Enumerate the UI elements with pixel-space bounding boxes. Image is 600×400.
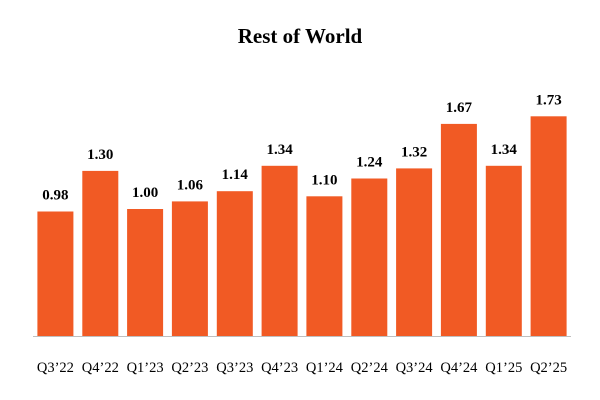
value-label-9: 1.67 bbox=[446, 100, 473, 116]
value-label-6: 1.10 bbox=[311, 172, 337, 188]
x-tick-label-2: Q1’23 bbox=[127, 360, 164, 376]
bar-5 bbox=[261, 165, 298, 336]
bars-group bbox=[37, 116, 567, 337]
bar-6 bbox=[306, 196, 343, 336]
value-label-5: 1.34 bbox=[266, 142, 293, 158]
bar-0 bbox=[37, 211, 74, 336]
x-tick-label-1: Q4’22 bbox=[82, 360, 119, 376]
value-label-7: 1.24 bbox=[356, 155, 383, 171]
x-tick-label-5: Q4’23 bbox=[261, 360, 298, 376]
x-tick-label-11: Q2’25 bbox=[530, 360, 567, 376]
bar-1 bbox=[82, 170, 119, 336]
bar-10 bbox=[485, 165, 522, 336]
bar-11 bbox=[530, 116, 567, 336]
x-tick-label-7: Q2’24 bbox=[351, 360, 389, 376]
value-label-2: 1.00 bbox=[132, 185, 158, 201]
bar-4 bbox=[216, 191, 253, 336]
bar-7 bbox=[351, 178, 388, 336]
x-tick-label-0: Q3’22 bbox=[37, 360, 74, 376]
x-tick-label-8: Q3’24 bbox=[396, 360, 434, 376]
value-label-10: 1.34 bbox=[491, 142, 518, 158]
value-label-8: 1.32 bbox=[401, 144, 427, 160]
value-label-0: 0.98 bbox=[42, 188, 68, 204]
value-labels-group: 0.98 1.30 1.00 1.06 1.14 1.34 1.10 1.24 1.32 1.67… bbox=[42, 92, 561, 203]
bar-3 bbox=[171, 201, 208, 336]
bar-2 bbox=[127, 209, 164, 336]
chart-title: Rest of World bbox=[237, 24, 363, 48]
x-tick-labels-group: Q3’22 Q4’22 Q1’23 Q2’23 Q3’23 Q4’23 Q1’24 Q2’24… bbox=[37, 360, 567, 376]
x-tick-label-10: Q1’25 bbox=[485, 360, 522, 376]
x-tick-label-9: Q4’24 bbox=[440, 360, 478, 376]
value-label-1: 1.30 bbox=[87, 147, 113, 163]
value-label-11: 1.73 bbox=[535, 92, 561, 108]
value-label-4: 1.14 bbox=[222, 167, 249, 183]
bar-9 bbox=[440, 123, 477, 337]
bar-8 bbox=[396, 168, 433, 336]
x-tick-label-6: Q1’24 bbox=[306, 360, 344, 376]
x-tick-label-3: Q2’23 bbox=[171, 360, 208, 376]
value-label-3: 1.06 bbox=[177, 177, 204, 193]
x-tick-label-4: Q3’23 bbox=[216, 360, 253, 376]
